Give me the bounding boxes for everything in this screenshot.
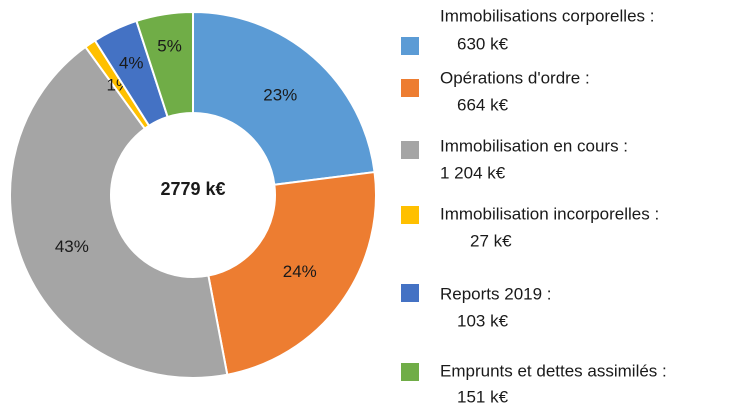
donut-slice	[207, 170, 377, 376]
legend-amount: 630 k€	[457, 34, 509, 53]
slice-label: 24%	[283, 262, 317, 281]
legend-swatch	[401, 141, 419, 159]
legend-amount: 1 204 k€	[440, 163, 506, 182]
legend-amount: 664 k€	[457, 95, 509, 114]
donut-slice	[9, 45, 229, 379]
legend-amount: 103 k€	[457, 311, 509, 330]
slice-label: 23%	[263, 85, 297, 104]
legend-label: Immobilisation en cours :	[440, 136, 628, 155]
legend-label: Opérations d'ordre :	[440, 68, 590, 87]
legend-label: Emprunts et dettes assimilés :	[440, 361, 667, 380]
legend-label: Immobilisations corporelles :	[440, 6, 654, 25]
legend-swatch	[401, 37, 419, 55]
legend-amount: 27 k€	[470, 231, 512, 250]
legend-swatch	[401, 363, 419, 381]
center-label: 2779 k€	[160, 179, 225, 199]
donut-slice	[192, 10, 376, 186]
legend-swatch	[401, 284, 419, 302]
donut-slice	[135, 10, 194, 119]
legend-swatch	[401, 79, 419, 97]
legend-swatch	[401, 206, 419, 224]
legend-amount: 151 k€	[457, 387, 509, 406]
slice-label: 43%	[55, 237, 89, 256]
legend-label: Reports 2019 :	[440, 284, 552, 303]
slice-label: 4%	[119, 53, 144, 72]
legend-label: Immobilisation incorporelles :	[440, 204, 659, 223]
slice-label: 5%	[157, 36, 182, 55]
